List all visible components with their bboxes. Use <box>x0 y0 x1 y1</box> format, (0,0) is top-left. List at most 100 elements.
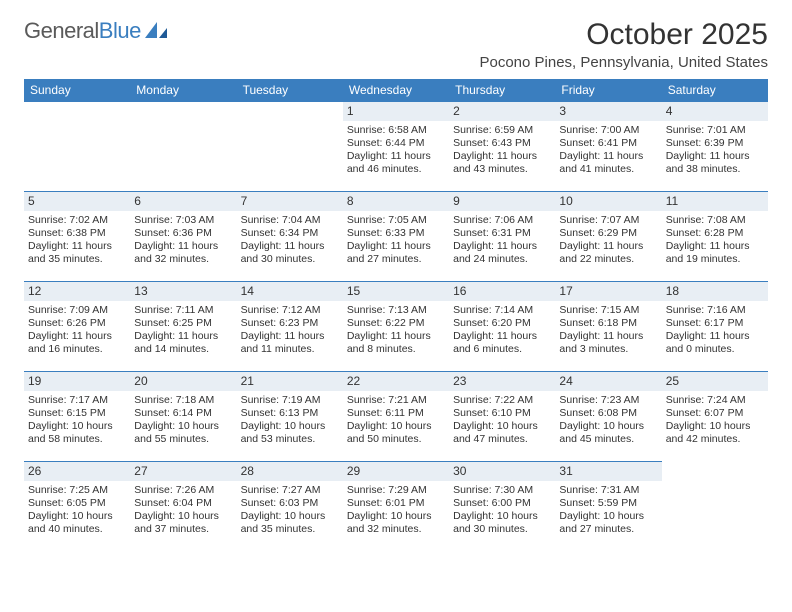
calendar-day-cell: 20Sunrise: 7:18 AMSunset: 6:14 PMDayligh… <box>130 372 236 462</box>
daylight-line-1: Daylight: 10 hours <box>134 510 232 523</box>
daylight-line-2: and 14 minutes. <box>134 343 232 356</box>
daylight-line-2: and 38 minutes. <box>666 163 764 176</box>
calendar-header-row: SundayMondayTuesdayWednesdayThursdayFrid… <box>24 79 768 102</box>
daylight-line-2: and 27 minutes. <box>559 523 657 536</box>
daylight-line-1: Daylight: 10 hours <box>347 510 445 523</box>
sunrise-line: Sunrise: 7:29 AM <box>347 484 445 497</box>
calendar-day-cell <box>130 102 236 192</box>
calendar-day-cell: 1Sunrise: 6:58 AMSunset: 6:44 PMDaylight… <box>343 102 449 192</box>
calendar-table: SundayMondayTuesdayWednesdayThursdayFrid… <box>24 79 768 552</box>
sunset-line: Sunset: 6:05 PM <box>28 497 126 510</box>
day-number: 20 <box>130 372 236 391</box>
sunrise-line: Sunrise: 7:19 AM <box>241 394 339 407</box>
day-number: 6 <box>130 192 236 211</box>
sunrise-line: Sunrise: 7:08 AM <box>666 214 764 227</box>
calendar-day-cell: 2Sunrise: 6:59 AMSunset: 6:43 PMDaylight… <box>449 102 555 192</box>
sunrise-line: Sunrise: 7:23 AM <box>559 394 657 407</box>
daylight-line-2: and 40 minutes. <box>28 523 126 536</box>
daylight-line-2: and 58 minutes. <box>28 433 126 446</box>
weekday-header: Monday <box>130 79 236 102</box>
day-number: 4 <box>662 102 768 121</box>
sunset-line: Sunset: 6:23 PM <box>241 317 339 330</box>
daylight-line-1: Daylight: 10 hours <box>666 420 764 433</box>
sunrise-line: Sunrise: 7:25 AM <box>28 484 126 497</box>
sunrise-line: Sunrise: 7:14 AM <box>453 304 551 317</box>
calendar-day-cell: 18Sunrise: 7:16 AMSunset: 6:17 PMDayligh… <box>662 282 768 372</box>
title-block: October 2025 Pocono Pines, Pennsylvania,… <box>479 18 768 71</box>
sunset-line: Sunset: 6:17 PM <box>666 317 764 330</box>
sunset-line: Sunset: 6:15 PM <box>28 407 126 420</box>
sunrise-line: Sunrise: 7:27 AM <box>241 484 339 497</box>
daylight-line-1: Daylight: 11 hours <box>28 240 126 253</box>
sunset-line: Sunset: 6:22 PM <box>347 317 445 330</box>
calendar-day-cell: 11Sunrise: 7:08 AMSunset: 6:28 PMDayligh… <box>662 192 768 282</box>
day-number: 19 <box>24 372 130 391</box>
daylight-line-2: and 6 minutes. <box>453 343 551 356</box>
day-number: 2 <box>449 102 555 121</box>
daylight-line-1: Daylight: 11 hours <box>666 150 764 163</box>
calendar-day-cell: 14Sunrise: 7:12 AMSunset: 6:23 PMDayligh… <box>237 282 343 372</box>
calendar-day-cell: 16Sunrise: 7:14 AMSunset: 6:20 PMDayligh… <box>449 282 555 372</box>
day-number: 11 <box>662 192 768 211</box>
sunrise-line: Sunrise: 7:04 AM <box>241 214 339 227</box>
calendar-day-cell <box>662 462 768 552</box>
calendar-day-cell: 22Sunrise: 7:21 AMSunset: 6:11 PMDayligh… <box>343 372 449 462</box>
day-number: 26 <box>24 462 130 481</box>
calendar-week-row: 12Sunrise: 7:09 AMSunset: 6:26 PMDayligh… <box>24 282 768 372</box>
month-title: October 2025 <box>479 18 768 52</box>
sunset-line: Sunset: 6:14 PM <box>134 407 232 420</box>
daylight-line-2: and 35 minutes. <box>241 523 339 536</box>
sunset-line: Sunset: 6:25 PM <box>134 317 232 330</box>
daylight-line-2: and 53 minutes. <box>241 433 339 446</box>
brand-name-part1: General <box>24 18 99 44</box>
sunrise-line: Sunrise: 7:22 AM <box>453 394 551 407</box>
calendar-week-row: 1Sunrise: 6:58 AMSunset: 6:44 PMDaylight… <box>24 102 768 192</box>
sunset-line: Sunset: 6:01 PM <box>347 497 445 510</box>
sunrise-line: Sunrise: 7:24 AM <box>666 394 764 407</box>
sunrise-line: Sunrise: 7:01 AM <box>666 124 764 137</box>
sunset-line: Sunset: 6:13 PM <box>241 407 339 420</box>
day-number: 8 <box>343 192 449 211</box>
day-number: 10 <box>555 192 661 211</box>
sunrise-line: Sunrise: 7:06 AM <box>453 214 551 227</box>
sunrise-line: Sunrise: 7:13 AM <box>347 304 445 317</box>
daylight-line-1: Daylight: 10 hours <box>559 420 657 433</box>
daylight-line-1: Daylight: 10 hours <box>347 420 445 433</box>
sunrise-line: Sunrise: 7:11 AM <box>134 304 232 317</box>
calendar-day-cell: 4Sunrise: 7:01 AMSunset: 6:39 PMDaylight… <box>662 102 768 192</box>
sunset-line: Sunset: 6:26 PM <box>28 317 126 330</box>
day-number: 24 <box>555 372 661 391</box>
sunrise-line: Sunrise: 6:58 AM <box>347 124 445 137</box>
day-number: 23 <box>449 372 555 391</box>
sunset-line: Sunset: 6:28 PM <box>666 227 764 240</box>
sunrise-line: Sunrise: 6:59 AM <box>453 124 551 137</box>
daylight-line-1: Daylight: 10 hours <box>28 420 126 433</box>
day-number: 25 <box>662 372 768 391</box>
daylight-line-2: and 16 minutes. <box>28 343 126 356</box>
day-number: 18 <box>662 282 768 301</box>
weekday-header: Friday <box>555 79 661 102</box>
calendar-day-cell: 13Sunrise: 7:11 AMSunset: 6:25 PMDayligh… <box>130 282 236 372</box>
daylight-line-1: Daylight: 11 hours <box>347 150 445 163</box>
daylight-line-2: and 35 minutes. <box>28 253 126 266</box>
sunset-line: Sunset: 6:44 PM <box>347 137 445 150</box>
sunset-line: Sunset: 6:38 PM <box>28 227 126 240</box>
day-number: 3 <box>555 102 661 121</box>
weekday-header: Tuesday <box>237 79 343 102</box>
calendar-day-cell: 10Sunrise: 7:07 AMSunset: 6:29 PMDayligh… <box>555 192 661 282</box>
sunrise-line: Sunrise: 7:15 AM <box>559 304 657 317</box>
sunrise-line: Sunrise: 7:02 AM <box>28 214 126 227</box>
weekday-header: Wednesday <box>343 79 449 102</box>
sunrise-line: Sunrise: 7:30 AM <box>453 484 551 497</box>
calendar-day-cell: 7Sunrise: 7:04 AMSunset: 6:34 PMDaylight… <box>237 192 343 282</box>
day-number: 14 <box>237 282 343 301</box>
sunset-line: Sunset: 6:20 PM <box>453 317 551 330</box>
calendar-day-cell: 27Sunrise: 7:26 AMSunset: 6:04 PMDayligh… <box>130 462 236 552</box>
sunset-line: Sunset: 6:31 PM <box>453 227 551 240</box>
daylight-line-2: and 27 minutes. <box>347 253 445 266</box>
sunset-line: Sunset: 6:00 PM <box>453 497 551 510</box>
day-number: 21 <box>237 372 343 391</box>
day-number: 5 <box>24 192 130 211</box>
sunrise-line: Sunrise: 7:07 AM <box>559 214 657 227</box>
sunrise-line: Sunrise: 7:12 AM <box>241 304 339 317</box>
